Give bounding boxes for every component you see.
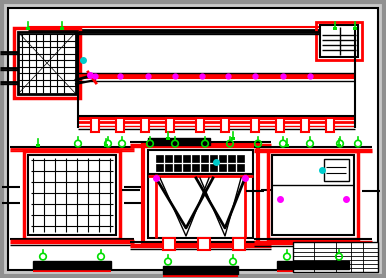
- Bar: [26, 27, 30, 30]
- Bar: [166, 118, 174, 132]
- Bar: [353, 27, 357, 30]
- Bar: [285, 144, 289, 147]
- Bar: [183, 155, 190, 162]
- Bar: [18, 32, 76, 94]
- Bar: [272, 155, 354, 235]
- Bar: [141, 118, 149, 132]
- Bar: [337, 144, 341, 147]
- Bar: [326, 118, 334, 132]
- Bar: [210, 164, 217, 171]
- Bar: [104, 144, 108, 147]
- Bar: [201, 164, 208, 171]
- Bar: [166, 137, 170, 140]
- Bar: [156, 155, 163, 162]
- Bar: [116, 118, 124, 132]
- Bar: [36, 144, 40, 147]
- Bar: [221, 118, 229, 132]
- Bar: [163, 266, 238, 274]
- Bar: [91, 118, 99, 132]
- Bar: [219, 164, 226, 171]
- Bar: [60, 27, 64, 30]
- Bar: [201, 155, 208, 162]
- Bar: [28, 155, 116, 235]
- Bar: [165, 164, 172, 171]
- Bar: [174, 155, 181, 162]
- Bar: [165, 155, 172, 162]
- Bar: [228, 155, 235, 162]
- Bar: [196, 118, 204, 132]
- Bar: [320, 25, 358, 57]
- Bar: [14, 28, 80, 98]
- Bar: [316, 22, 362, 60]
- Bar: [301, 118, 309, 132]
- Bar: [251, 118, 259, 132]
- Bar: [143, 145, 258, 243]
- Bar: [333, 27, 337, 30]
- Bar: [219, 155, 226, 162]
- Bar: [293, 242, 378, 272]
- Bar: [192, 155, 199, 162]
- Bar: [174, 164, 181, 171]
- Bar: [237, 155, 244, 162]
- Bar: [324, 159, 349, 181]
- Bar: [210, 155, 217, 162]
- Bar: [198, 238, 210, 250]
- Bar: [228, 164, 235, 171]
- Bar: [276, 118, 284, 132]
- Bar: [183, 164, 190, 171]
- Bar: [156, 164, 163, 171]
- Bar: [192, 164, 199, 171]
- Bar: [237, 164, 244, 171]
- Bar: [24, 151, 120, 239]
- Bar: [277, 261, 349, 269]
- Bar: [33, 261, 111, 269]
- Bar: [231, 137, 235, 140]
- Bar: [148, 138, 210, 145]
- Bar: [148, 150, 253, 238]
- Bar: [163, 238, 175, 250]
- Bar: [268, 151, 358, 239]
- Bar: [233, 238, 245, 250]
